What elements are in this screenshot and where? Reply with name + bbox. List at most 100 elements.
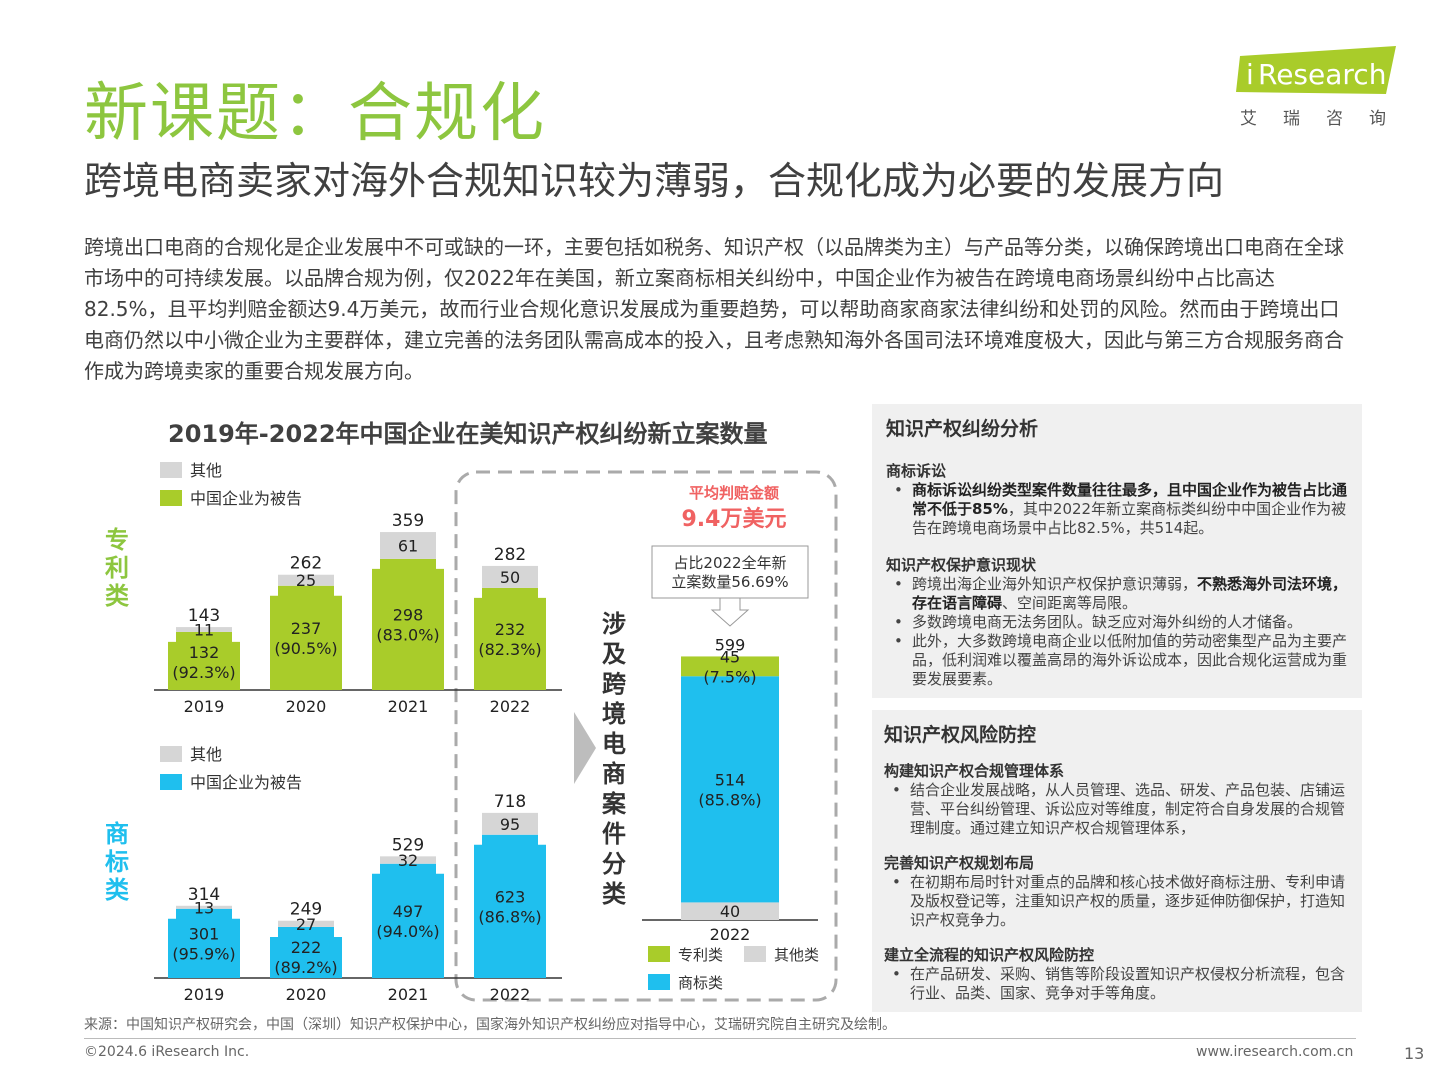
chart2-segment [681, 902, 779, 920]
side-label-char: 件 [602, 820, 626, 848]
panel2-heading-3: 建立全流程的知识产权风险防控 [884, 946, 1095, 964]
side-label-char: 电 [602, 730, 626, 758]
panel2-title: 知识产权风险防控 [884, 724, 1037, 746]
callout-line-2: 立案数量56.69% [671, 573, 788, 591]
side-label-char: 及 [602, 640, 626, 668]
chart1-main-pct: (86.8%) [478, 907, 541, 926]
chart2-segment-pct: (7.5%) [703, 667, 756, 686]
chart2-total-label: 599 [715, 635, 746, 654]
chart0-main-value: 298 [393, 605, 424, 624]
chart1-total-label: 249 [290, 900, 322, 920]
page-title: 新课题：合规化 [84, 77, 546, 151]
chart1-bar-main [372, 863, 444, 978]
chart0-bar-other [176, 627, 232, 632]
chart1-other-label: 95 [500, 815, 520, 834]
chart0-x-label: 2020 [286, 697, 327, 716]
chart2-segment-value: 514 [715, 770, 746, 789]
chart1-main-pct: (89.2%) [274, 958, 337, 977]
panel1-item-2: 跨境出海企业海外知识产权保护意识薄弱，不熟悉海外司法环境，存在语言障碍、空间距离… [886, 575, 1354, 613]
chart2-legend-swatch [744, 946, 766, 962]
panel-ip-dispute-analysis: 知识产权纠纷分析 商标诉讼 商标诉讼纠纷类型案件数量往往最多，且中国企业作为被告… [872, 404, 1362, 698]
chart0-main-value: 232 [495, 620, 526, 639]
callout-box [651, 545, 809, 599]
chart0-main-value: 237 [291, 619, 322, 638]
award-value: 9.4万美元 [682, 506, 787, 532]
side-label-char: 商 [602, 760, 626, 788]
panel1-item-2-text2: 、空间距离等局限。 [1002, 594, 1138, 612]
chart2-segment [681, 676, 779, 903]
chart1-bar-other [176, 905, 232, 909]
source-note: 来源：中国知识产权研究会，中国（深圳）知识产权保护中心，国家海外知识产权纠纷应对… [84, 1017, 896, 1033]
intro-paragraph: 跨境出口电商的合规化是企业发展中不可或缺的一环，主要包括如税务、知识产权（以品牌… [84, 235, 1344, 383]
logo-chinese: 艾瑞咨询 [1240, 109, 1412, 129]
side-label-char: 分 [602, 850, 626, 878]
chart0-main-pct: (92.3%) [172, 663, 235, 682]
panel1-item-4: 此外，大多数跨境电商企业以低附加值的劳动密集型产品为主要产品，低利润难以覆盖高昂… [886, 632, 1354, 689]
chart0-bar-main [372, 558, 444, 690]
chart0-bar-other [482, 565, 538, 588]
chart1-other-label: 27 [296, 915, 316, 934]
footer-divider [84, 1038, 1356, 1039]
chart1-bar-main [474, 834, 546, 978]
chart0-bar-other [380, 532, 436, 559]
chart0-bar-main [474, 587, 546, 690]
chart-title: 2019年-2022年中国企业在美知识产权纠纷新立案数量 [168, 420, 768, 448]
chart1-total-label: 529 [392, 835, 424, 855]
panel-ip-risk-control: 知识产权风险防控 构建知识产权合规管理体系 结合企业发展战略，从人员管理、选品、… [872, 710, 1362, 1012]
chart0-bar-other [278, 574, 334, 586]
chart1-bar-main [168, 908, 240, 978]
side-label-char: 涉 [602, 610, 626, 638]
chart1-main-value: 623 [495, 887, 526, 906]
logo-text: Research [1258, 58, 1387, 91]
chart1-bar-other [482, 812, 538, 835]
chart0-main-pct: (90.5%) [274, 639, 337, 658]
chart1-legend-main-label: 中国企业为被告 [190, 773, 302, 792]
chart2-legend-swatch [648, 946, 670, 962]
chart0-bar-main [270, 585, 342, 690]
side-label-char: 类 [602, 880, 627, 908]
chart0-row-label-char: 类 [105, 582, 130, 610]
chart2-x-label: 2022 [710, 925, 751, 944]
panel1-item-3: 多数跨境电商无法务团队。缺乏应对海外纠纷的人才储备。 [886, 613, 1354, 632]
panel2-item-2: 在初期布局时针对重点的品牌和核心技术做好商标注册、专利申请及版权登记等，注重知识… [884, 873, 1354, 930]
chart1-other-label: 13 [194, 898, 214, 917]
side-label-char: 跨 [602, 670, 627, 698]
logo-i: i [1246, 58, 1254, 91]
chart1-row-label-char: 类 [105, 876, 130, 904]
chart1-bar-main [270, 926, 342, 978]
chart1-main-pct: (95.9%) [172, 944, 235, 963]
chart1-x-label: 2020 [286, 985, 327, 1004]
chart0-x-label: 2022 [490, 697, 531, 716]
panel1-item-2-text: 跨境出海企业海外知识产权保护意识薄弱， [912, 575, 1198, 593]
chart0-main-value: 132 [189, 643, 220, 662]
arrow-chevron-icon [574, 712, 596, 784]
chart2-legend-swatch [648, 974, 670, 990]
chart0-legend-other-label: 其他 [190, 461, 222, 480]
chart0-legend-main-label: 中国企业为被告 [190, 489, 302, 508]
chart1-legend-other-label: 其他 [190, 745, 222, 764]
panel1-item-2-bold: 不熟悉海外司法环境，存在语言障碍 [912, 575, 1348, 612]
chart1-x-label: 2019 [184, 985, 225, 1004]
chart1-total-label: 718 [494, 792, 526, 812]
chart0-legend-main-swatch [160, 490, 182, 506]
chart0-row-label-char: 利 [105, 554, 129, 582]
chart0-other-label: 50 [500, 568, 520, 587]
panel2-heading-2: 完善知识产权规划布局 [884, 854, 1035, 872]
chart2-legend-label: 专利类 [678, 946, 723, 964]
chart2-legend-label: 其他类 [774, 946, 819, 964]
chart1-other-label: 32 [398, 851, 418, 870]
chart1-row-label-char: 商 [105, 820, 129, 848]
chart2-segment-pct: (85.8%) [698, 790, 761, 809]
chart0-x-label: 2019 [184, 697, 225, 716]
chart1-x-label: 2022 [490, 985, 531, 1004]
chart1-main-pct: (94.0%) [376, 922, 439, 941]
chart0-other-label: 11 [194, 621, 214, 640]
callout-line-1: 占比2022全年新 [673, 554, 786, 572]
logo-badge-icon [1236, 46, 1396, 94]
panel1-heading-2: 知识产权保护意识现状 [886, 556, 1037, 574]
copyright: ©2024.6 iResearch Inc. [84, 1044, 250, 1060]
chart0-row-label-char: 专 [105, 526, 129, 554]
chart1-row-label-char: 标 [105, 848, 129, 876]
chart2-legend-label: 商标类 [678, 974, 723, 992]
